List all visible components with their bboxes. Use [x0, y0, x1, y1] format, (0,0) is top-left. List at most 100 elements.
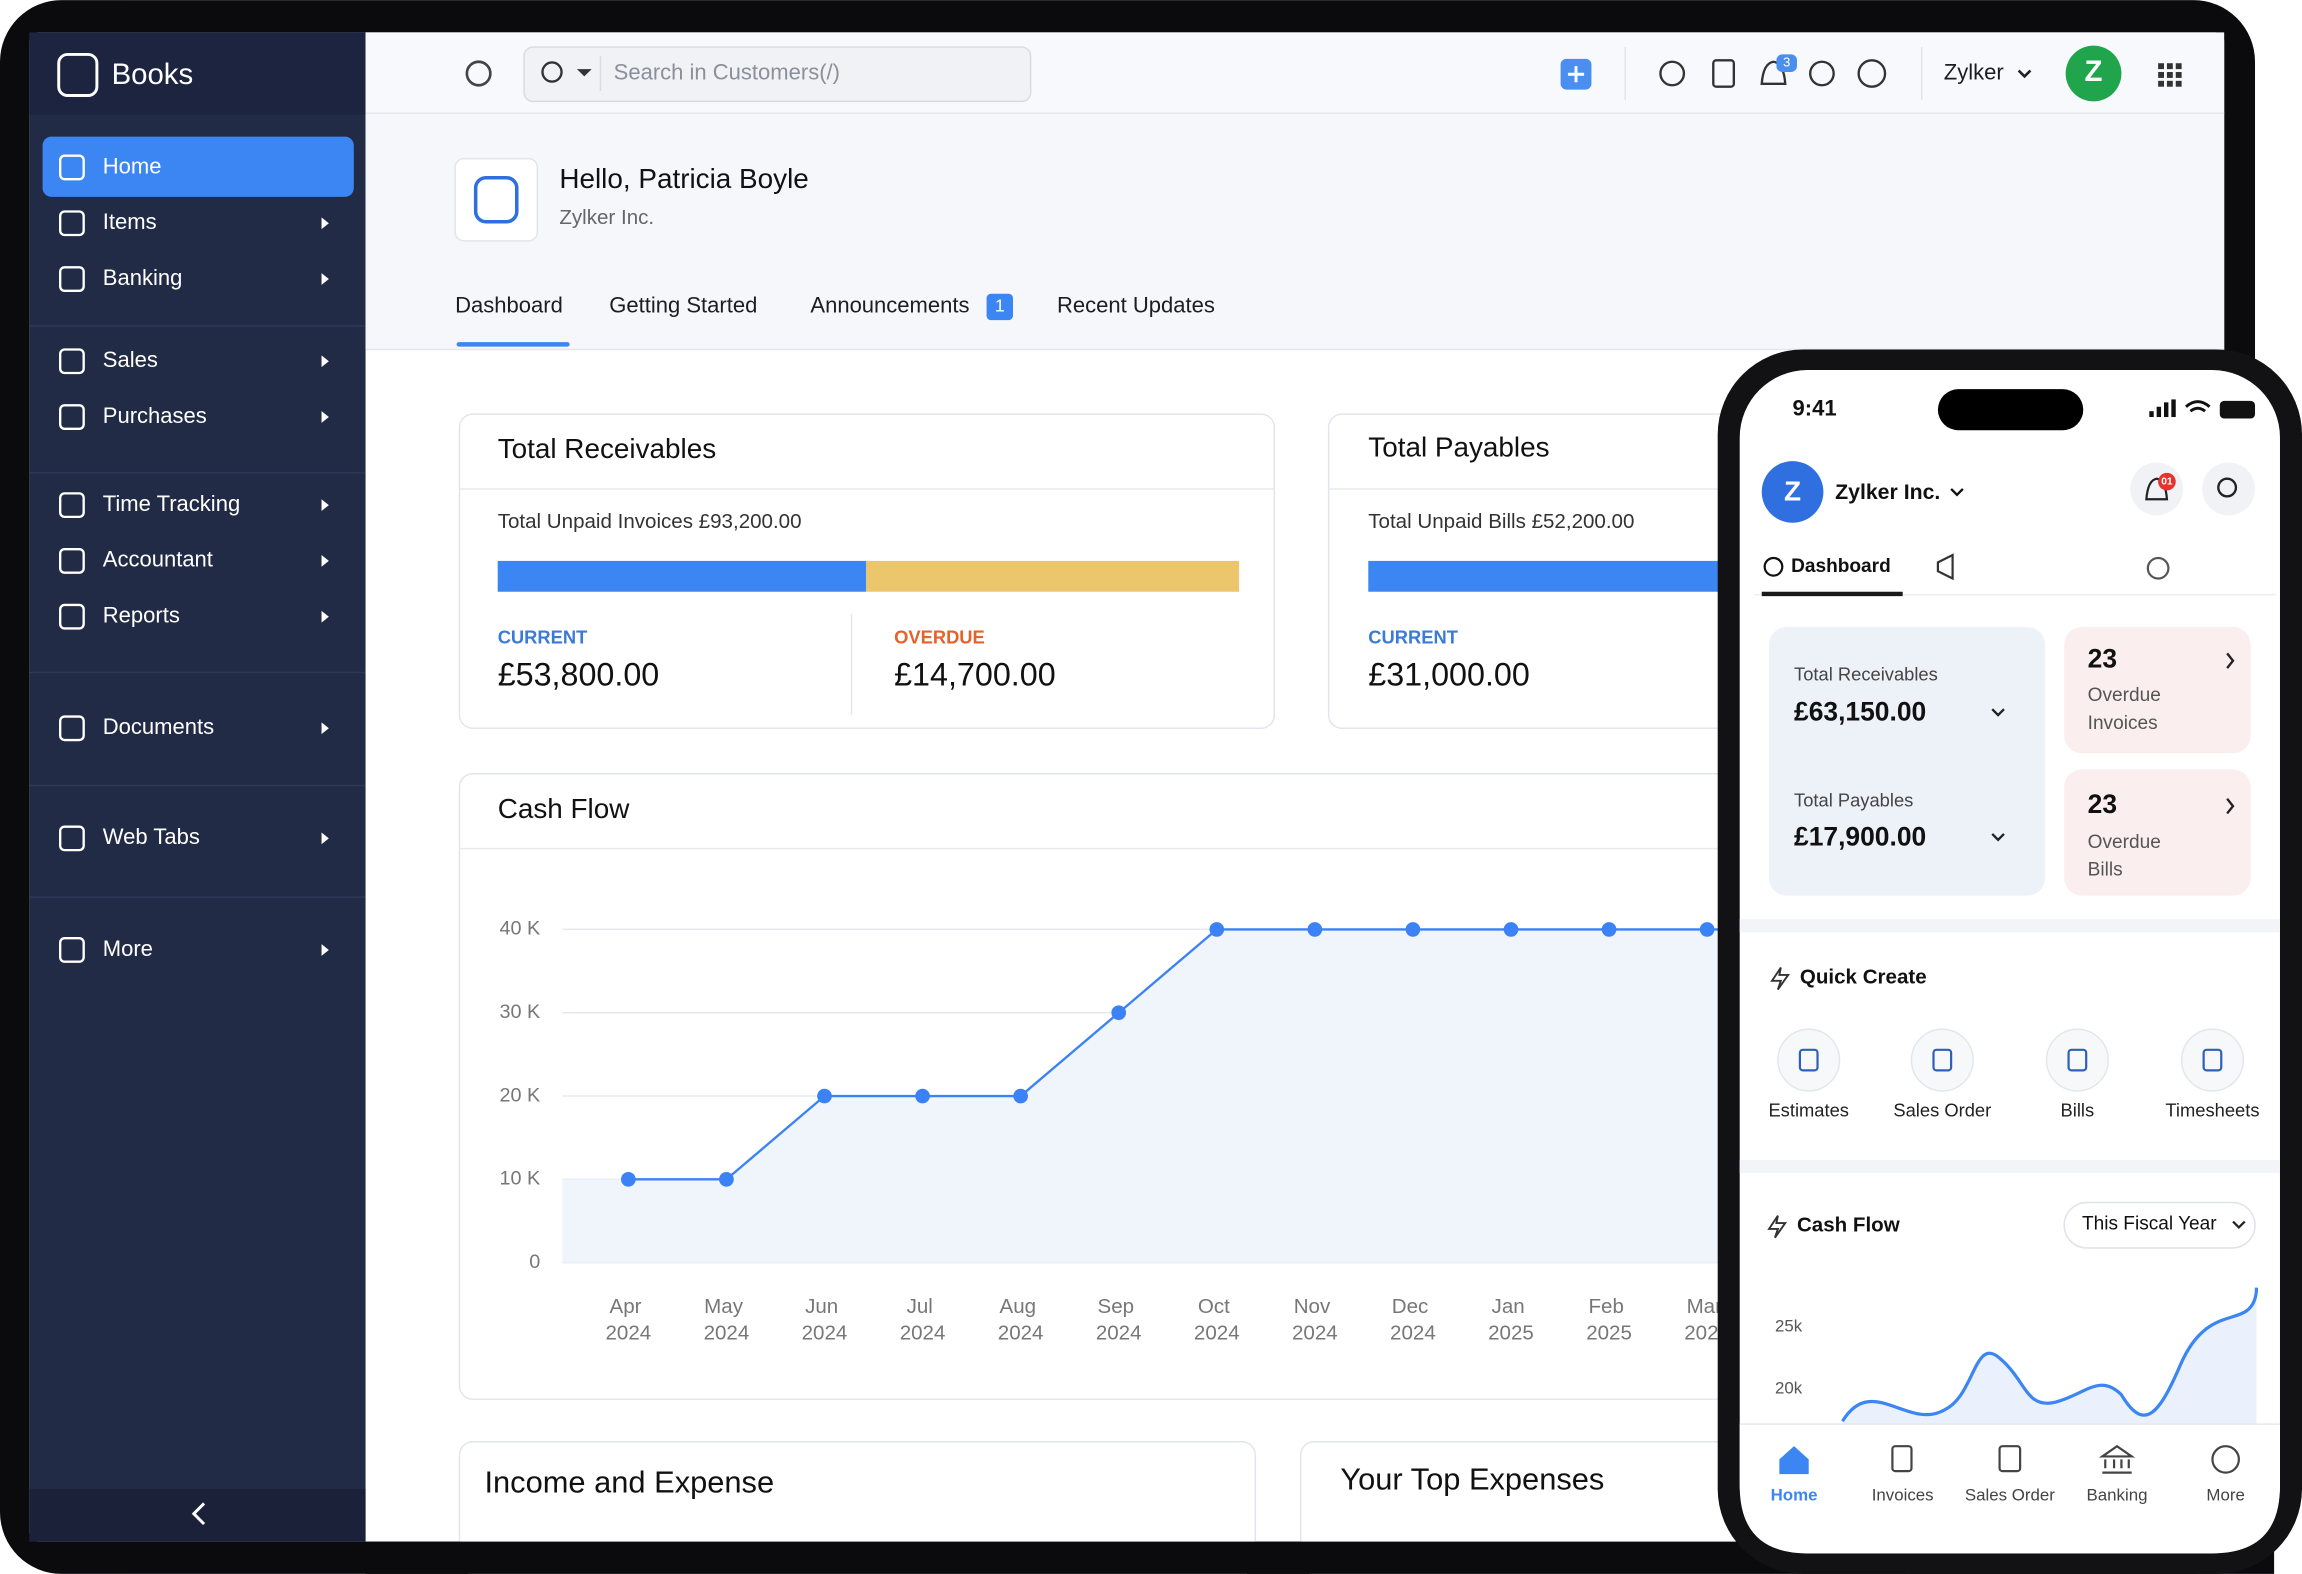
avatar-initial[interactable]: Z: [1784, 476, 1801, 507]
history-icon[interactable]: [465, 60, 492, 87]
menu-item[interactable]: Documents: [103, 714, 214, 739]
menu-item[interactable]: Web Tabs: [103, 824, 200, 849]
more-icon[interactable]: [2211, 1445, 2240, 1474]
phone-texts: 9:41 Z Zylker Inc. 01 Dashboard Total Receiva…: [1768, 396, 2259, 1505]
submenu-arrow[interactable]: [321, 411, 329, 423]
quick-create-item[interactable]: Sales Order: [1893, 1099, 1991, 1120]
bell-button[interactable]: [2130, 462, 2184, 516]
search-icon: [2217, 477, 2238, 498]
submenu-arrow[interactable]: [321, 722, 329, 735]
period-select[interactable]: [2063, 1201, 2256, 1249]
search-button[interactable]: [2202, 462, 2256, 516]
tasks-icon[interactable]: [1712, 59, 1736, 88]
x-tick-label: Nov 2024: [1292, 1296, 1338, 1345]
point[interactable]: [1209, 922, 1225, 937]
expand-icon[interactable]: [1991, 708, 2005, 842]
sidebar-menu: Books Home Items Banking Sales Purchases Time …: [29, 58, 366, 963]
menu-item[interactable]: Banking: [103, 265, 183, 290]
current-amount: £31,000.00: [1368, 656, 1530, 692]
tab[interactable]: Dashboard: [455, 293, 563, 318]
menu-item[interactable]: Items: [103, 209, 157, 234]
quick-create-icons[interactable]: [1777, 1028, 2245, 1092]
point[interactable]: [1601, 922, 1617, 937]
submenu-arrow[interactable]: [321, 832, 329, 845]
banking-icon[interactable]: [2098, 1444, 2136, 1474]
active-menu-bg[interactable]: [42, 136, 354, 197]
org-switcher[interactable]: Zylker: [1944, 59, 2004, 84]
help-icon[interactable]: [1857, 59, 1887, 88]
point[interactable]: [1405, 922, 1421, 937]
mini-chart-line: [1841, 1287, 2259, 1423]
point[interactable]: [817, 1088, 832, 1104]
point[interactable]: [1699, 922, 1715, 937]
quick-create-item[interactable]: Bills: [2061, 1099, 2095, 1120]
point[interactable]: [1307, 922, 1323, 937]
summary-card[interactable]: [1769, 626, 2046, 896]
sales-order-icon[interactable]: [1998, 1445, 2022, 1473]
org-name[interactable]: Zylker Inc.: [1835, 480, 1940, 504]
quick-create-item[interactable]: Timesheets: [2165, 1099, 2259, 1120]
section-title: Quick Create: [1800, 965, 1927, 988]
menu-item[interactable]: Home: [103, 153, 162, 178]
dashboard-icon: [1763, 556, 1784, 577]
menu-item[interactable]: Sales: [103, 347, 158, 372]
submenu-arrow[interactable]: [321, 610, 329, 623]
nav-item[interactable]: Home: [1771, 1486, 1818, 1505]
menu-item[interactable]: Accountant: [103, 547, 213, 572]
search-box[interactable]: [523, 46, 1032, 103]
apps-icon[interactable]: [2158, 63, 2182, 87]
point[interactable]: [1111, 1005, 1127, 1021]
submenu-arrow[interactable]: [321, 499, 329, 511]
submenu-arrow[interactable]: [321, 355, 329, 368]
submenu-arrow[interactable]: [321, 273, 329, 285]
bottom-nav: [1739, 1424, 2280, 1554]
invoices-icon[interactable]: [1891, 1445, 1913, 1473]
sidebar: [29, 32, 366, 1542]
point[interactable]: [621, 1172, 636, 1187]
tab[interactable]: Dashboard: [1791, 556, 1891, 577]
avatar[interactable]: [2065, 45, 2122, 102]
users-icon[interactable]: [1659, 60, 1686, 87]
menu-icon: [59, 154, 85, 181]
overdue-bills-card[interactable]: [2064, 769, 2251, 896]
home-icon[interactable]: [1779, 1446, 1809, 1475]
nav-item[interactable]: Banking: [2087, 1486, 2148, 1505]
bell-icon[interactable]: [1760, 60, 1787, 85]
menu-item[interactable]: Time Tracking: [103, 491, 240, 516]
submenu-arrow[interactable]: [321, 217, 329, 230]
dropdown-icon[interactable]: [1950, 488, 1964, 497]
sidebar-collapse-bar[interactable]: [29, 1488, 366, 1542]
point[interactable]: [1503, 922, 1519, 937]
x-tick-label: Apr 2024: [605, 1296, 651, 1345]
submenu-arrow[interactable]: [321, 944, 329, 956]
dropdown-icon[interactable]: [2017, 69, 2032, 79]
nav-item[interactable]: More: [2206, 1486, 2244, 1505]
point[interactable]: [719, 1172, 734, 1187]
tab[interactable]: Announcements: [810, 293, 969, 318]
tab[interactable]: Getting Started: [609, 293, 757, 318]
updates-icon[interactable]: [2146, 556, 2170, 580]
search-placeholder[interactable]: Search in Customers(/): [614, 59, 840, 84]
collapse-icon[interactable]: [191, 1502, 206, 1526]
menu-item[interactable]: Reports: [103, 603, 180, 628]
phone-avatar[interactable]: [1761, 461, 1824, 523]
nav-item[interactable]: Sales Order: [1965, 1486, 2055, 1505]
menu-item[interactable]: Purchases: [103, 403, 207, 428]
tab[interactable]: Recent Updates: [1057, 293, 1215, 318]
notification-badge: [1776, 54, 1797, 73]
point[interactable]: [915, 1088, 930, 1104]
active-tab-indicator: [456, 342, 570, 347]
settings-icon[interactable]: [1809, 60, 1835, 87]
overdue-invoices-card[interactable]: [2064, 626, 2251, 754]
nav-item[interactable]: Invoices: [1872, 1486, 1934, 1505]
overdue-bar: [866, 560, 1240, 592]
menu-item[interactable]: More: [103, 936, 153, 961]
phone: [1717, 349, 2302, 1574]
submenu-arrow[interactable]: [321, 555, 329, 567]
announcements-icon[interactable]: [1936, 553, 1954, 581]
quick-create-item[interactable]: Estimates: [1768, 1099, 1849, 1120]
point[interactable]: [1013, 1088, 1028, 1104]
notification-count: 3: [1783, 55, 1790, 70]
period-value[interactable]: This Fiscal Year: [2082, 1214, 2217, 1235]
avatar-initial[interactable]: Z: [2085, 55, 2103, 88]
